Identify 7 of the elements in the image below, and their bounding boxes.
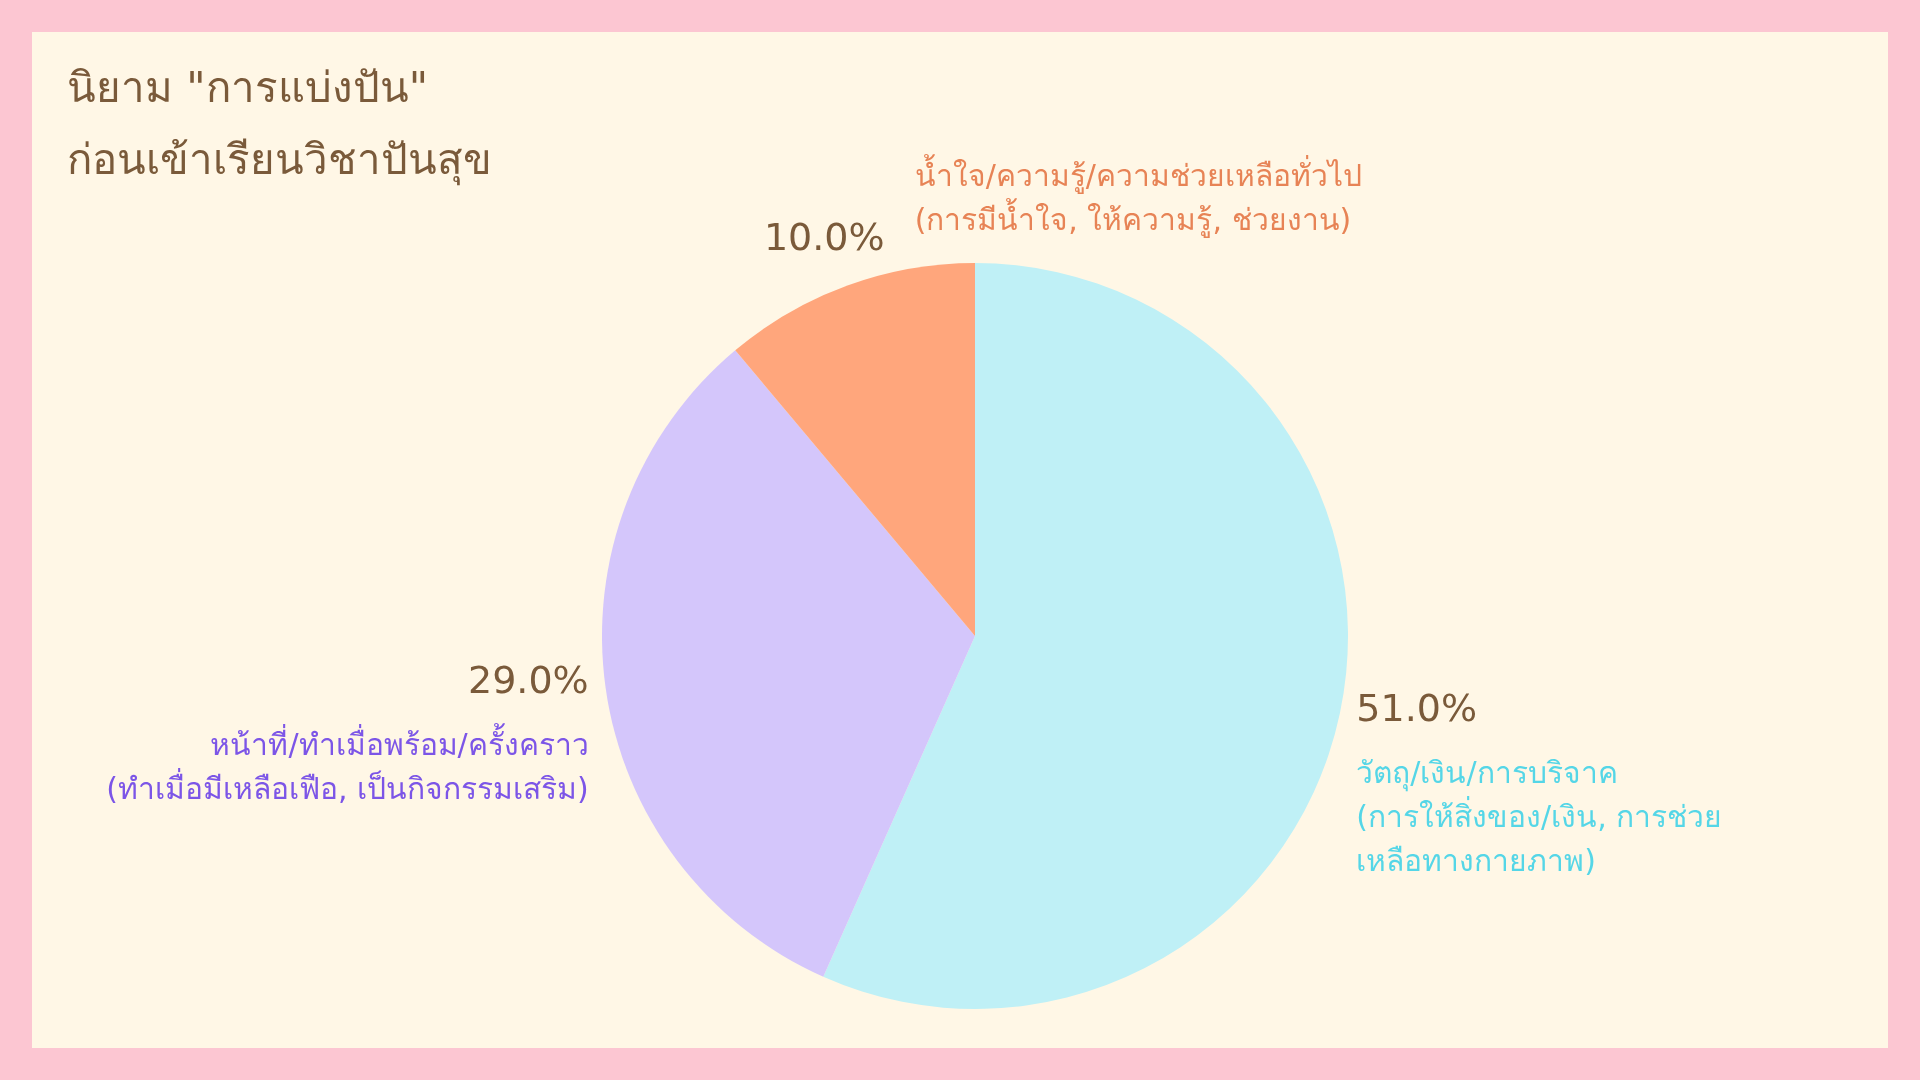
data-label: 10.0% — [763, 215, 885, 260]
slice-label: วัตถุ/เงิน/การบริจาค (การให้สิ่งของ/เงิน, การช่วย เหลือทางกายภาพ) — [1356, 755, 1723, 879]
data-label: 29.0% — [467, 658, 589, 703]
chart-title: นิยาม "การแบ่งปัน" ก่อนเข้าเรียนวิชาปันสุข — [67, 63, 492, 186]
data-label: 51.0% — [1356, 686, 1478, 731]
slice-label: น้ำใจ/ความรู้/ความช่วยเหลือทั่วไป (การมีน้ำใจ, ให้ความรู้, ช่วยงาน) — [914, 154, 1362, 239]
slice-label: หน้าที่/ทำเมื่อพร้อม/ครั้งคราว (ทำเมื่อมีเหลือเฟือ, เป็นกิจกรรมเสริม) — [106, 723, 589, 807]
